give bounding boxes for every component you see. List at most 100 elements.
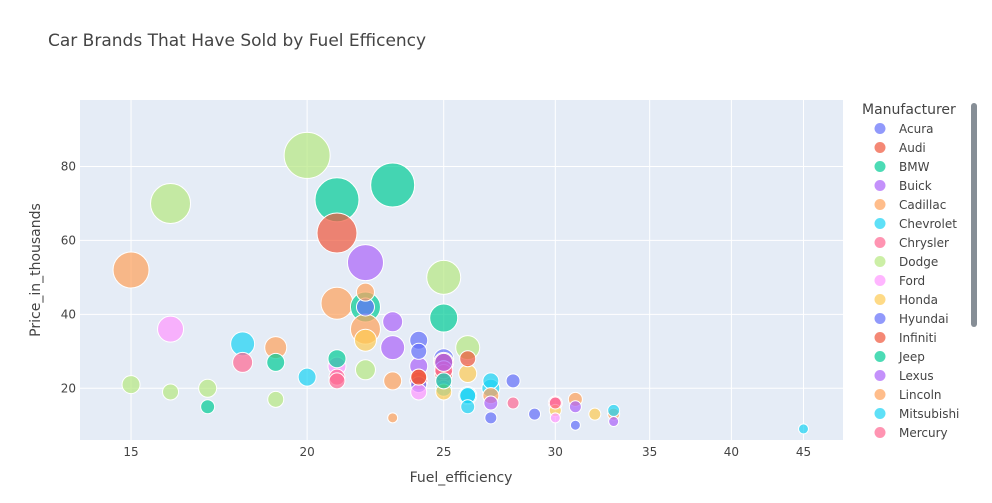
legend-item-dodge[interactable]: Dodge <box>874 255 939 269</box>
legend-marker <box>874 389 886 400</box>
legend-label: Acura <box>899 122 934 136</box>
data-point-jeep[interactable] <box>266 352 286 372</box>
data-point-mercury[interactable] <box>548 396 562 410</box>
legend-label: Chevrolet <box>899 217 957 231</box>
legend-item-mercury[interactable]: Mercury <box>874 426 948 440</box>
data-point-dodge[interactable] <box>162 383 180 401</box>
data-point-lexus[interactable] <box>608 416 620 428</box>
legend-label: BMW <box>899 160 930 174</box>
legend-marker <box>874 427 886 438</box>
legend-label: Dodge <box>899 255 938 269</box>
legend-item-ford[interactable]: Ford <box>874 274 926 288</box>
data-point-jeep[interactable] <box>435 372 453 390</box>
x-tick-label: 40 <box>724 445 739 459</box>
legend-item-chrysler[interactable]: Chrysler <box>874 236 949 250</box>
data-point-dodge[interactable] <box>150 182 192 224</box>
data-point-infiniti[interactable] <box>410 368 428 386</box>
data-point-dodge[interactable] <box>121 375 141 395</box>
x-tick-label: 35 <box>642 445 657 459</box>
legend-item-infiniti[interactable]: Infiniti <box>874 331 937 345</box>
data-point-jeep[interactable] <box>327 349 347 369</box>
legend-item-bmw[interactable]: BMW <box>874 160 930 174</box>
legend-item-buick[interactable]: Buick <box>874 179 932 193</box>
data-point-audi[interactable] <box>316 212 358 254</box>
legend-item-hyundai[interactable]: Hyundai <box>874 312 949 326</box>
data-point-honda[interactable] <box>588 407 602 421</box>
data-point-buick[interactable] <box>346 244 384 282</box>
data-point-mitsubishi[interactable] <box>297 367 317 387</box>
legend-item-lexus[interactable]: Lexus <box>874 369 934 383</box>
data-point-chevrolet[interactable] <box>482 372 500 390</box>
legend-item-chevrolet[interactable]: Chevrolet <box>874 217 958 231</box>
legend[interactable]: Manufacturer Acura Audi BMW Buick Cadillac Ch… <box>862 102 977 440</box>
data-points[interactable] <box>112 131 809 435</box>
data-point-lincoln[interactable] <box>383 371 403 391</box>
data-point-lexus[interactable] <box>434 352 454 372</box>
data-point-mercury[interactable] <box>232 351 254 373</box>
data-point-lexus[interactable] <box>380 335 406 361</box>
data-point-cadillac[interactable] <box>355 282 375 302</box>
data-point-jeep[interactable] <box>200 399 216 415</box>
x-tick-label: 25 <box>436 445 451 459</box>
legend-marker <box>874 275 886 286</box>
x-tick-label: 45 <box>796 445 811 459</box>
data-point-hyundai[interactable] <box>484 411 498 425</box>
data-point-buick[interactable] <box>382 311 404 333</box>
data-point-hyundai[interactable] <box>410 342 428 360</box>
legend-label: Cadillac <box>899 198 946 212</box>
data-point-chevrolet[interactable] <box>460 399 476 415</box>
data-point-cadillac[interactable] <box>112 251 150 289</box>
data-point-ford[interactable] <box>549 412 561 424</box>
legend-item-lincoln[interactable]: Lincoln <box>874 388 942 402</box>
legend-label: Jeep <box>898 350 925 364</box>
legend-scrollbar[interactable] <box>971 103 977 327</box>
legend-marker <box>874 256 886 267</box>
legend-marker <box>874 180 886 191</box>
legend-label: Mercury <box>899 426 948 440</box>
legend-marker <box>874 294 886 305</box>
y-axis-title: Price_in_thousands <box>28 203 44 337</box>
legend-item-mitsubishi[interactable]: Mitsubishi <box>874 407 960 421</box>
data-point-mitsubishi[interactable] <box>607 403 621 417</box>
legend-marker <box>874 142 886 153</box>
legend-item-jeep[interactable]: Jeep <box>874 350 925 364</box>
data-point-bmw[interactable] <box>370 162 416 208</box>
data-point-ford[interactable] <box>157 315 185 343</box>
data-point-mercury[interactable] <box>506 396 520 410</box>
data-point-bmw[interactable] <box>429 303 459 333</box>
legend-items[interactable]: Acura Audi BMW Buick Cadillac Chevrolet Chrysl… <box>874 122 960 440</box>
data-point-mercury[interactable] <box>328 372 346 390</box>
data-point-dodge[interactable] <box>267 390 285 408</box>
legend-marker <box>874 199 886 210</box>
legend-marker <box>874 161 886 172</box>
data-point-lexus[interactable] <box>568 400 582 414</box>
data-point-dodge[interactable] <box>354 359 376 381</box>
data-point-hyundai[interactable] <box>569 419 581 431</box>
data-point-hyundai[interactable] <box>528 407 542 421</box>
legend-item-honda[interactable]: Honda <box>874 293 938 307</box>
data-point-honda[interactable] <box>353 328 377 352</box>
legend-marker <box>874 313 886 324</box>
data-point-cadillac[interactable] <box>320 286 354 320</box>
legend-marker <box>874 123 886 134</box>
legend-label: Mitsubishi <box>899 407 959 421</box>
y-tick-label: 80 <box>61 160 76 174</box>
data-point-dodge[interactable] <box>426 259 462 295</box>
data-point-ford[interactable] <box>410 383 428 401</box>
x-axis-title: Fuel_efficiency <box>410 470 513 486</box>
data-point-dodge[interactable] <box>198 378 218 398</box>
data-point-dodge[interactable] <box>283 131 331 179</box>
data-point-cadillac[interactable] <box>387 412 399 424</box>
data-point-hyundai[interactable] <box>505 373 521 389</box>
legend-item-cadillac[interactable]: Cadillac <box>874 198 947 212</box>
data-point-mitsubishi[interactable] <box>797 423 809 435</box>
legend-label: Lincoln <box>899 388 942 402</box>
data-point-buick[interactable] <box>483 395 499 411</box>
legend-item-acura[interactable]: Acura <box>874 122 934 136</box>
legend-item-audi[interactable]: Audi <box>874 141 926 155</box>
legend-label: Audi <box>899 141 926 155</box>
legend-label: Ford <box>899 274 925 288</box>
data-point-audi[interactable] <box>459 350 477 368</box>
y-tick-label: 60 <box>61 233 76 247</box>
